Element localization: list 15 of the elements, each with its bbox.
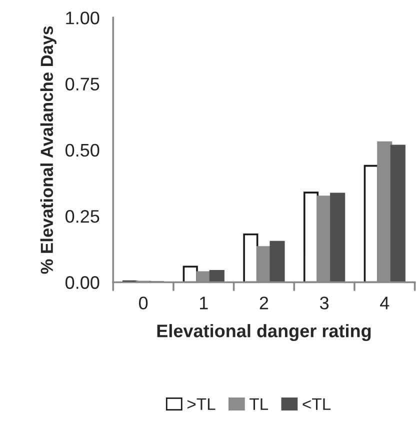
x-tick-label: 1 [200,296,208,310]
y-tick-label: 0.00 [66,276,100,289]
y-axis-title: % Elevational Avalanche Days [40,26,56,274]
legend-label: TL [250,398,268,410]
legend-label: >TL [187,398,216,410]
x-tick-label: 2 [260,296,268,310]
x-tick-label: 0 [138,296,148,310]
x-tick-label: 3 [320,296,329,310]
y-tick-label: 0.50 [66,144,100,157]
x-tick-label: 4 [380,296,390,310]
legend-label: <TL [302,398,331,410]
y-tick-label: 1.00 [66,12,100,24]
x-axis-title: Elevational danger rating [157,324,371,341]
y-tick-label: 0.75 [66,78,100,91]
y-tick-label: 0.25 [66,210,100,223]
